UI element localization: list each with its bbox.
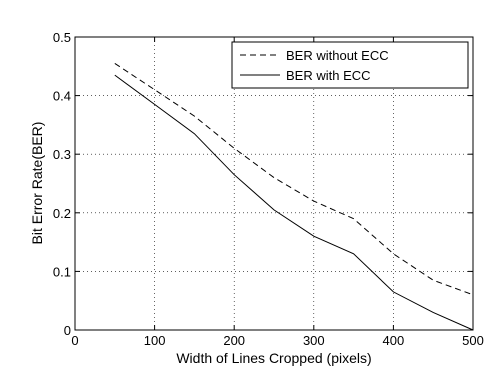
x-tick-label: 100: [144, 333, 166, 348]
y-tick-label: 0.3: [53, 147, 71, 162]
axis-ticks: 0 100 200 300 400 500 0 0.1 0.2 0.3 0.4 0.5: [53, 30, 484, 348]
x-tick-label: 500: [462, 333, 484, 348]
x-tick-label: 300: [303, 333, 325, 348]
legend-label-with-ecc: BER with ECC: [286, 68, 371, 83]
x-tick-label: 400: [383, 333, 405, 348]
x-tick-label: 0: [71, 333, 78, 348]
series-lines: [114, 62, 474, 331]
y-tick-label: 0.4: [53, 89, 71, 104]
legend-label-without-ecc: BER without ECC: [286, 48, 389, 63]
y-tick-label: 0: [64, 323, 71, 338]
y-tick-label: 0.5: [53, 30, 71, 45]
legend-box: [231, 41, 469, 89]
series-line-without-ecc: [114, 62, 474, 296]
y-tick-label: 0.1: [53, 264, 71, 279]
y-tick-label: 0.2: [53, 206, 71, 221]
legend: BER without ECC BER with ECC: [231, 41, 469, 89]
x-axis-label: Width of Lines Cropped (pixels): [176, 350, 371, 366]
x-tick-label: 200: [223, 333, 245, 348]
series-line-with-ecc: [114, 74, 474, 331]
y-axis-label: Bit Error Rate(BER): [29, 122, 45, 245]
